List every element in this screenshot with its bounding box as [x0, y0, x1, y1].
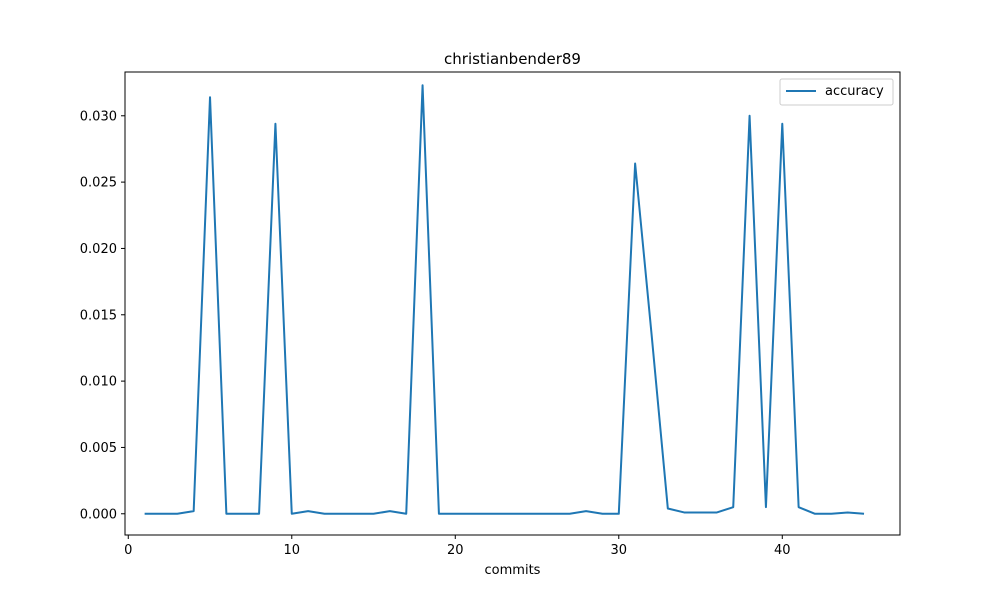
y-axis: 0.000 0.005 0.010 0.015 0.020 0.025 0.030: [80, 109, 125, 522]
x-tick-label: 40: [774, 543, 791, 558]
x-axis-label: commits: [485, 563, 541, 578]
y-tick-label: 0.005: [80, 441, 117, 456]
x-tick-label: 10: [283, 543, 300, 558]
x-tick-label: 20: [447, 543, 464, 558]
y-tick-label: 0.030: [80, 109, 117, 124]
series-layer: [144, 84, 865, 515]
series-line-accuracy: [144, 84, 865, 515]
legend-label: accuracy: [825, 84, 884, 99]
y-tick-label: 0.025: [80, 176, 117, 191]
y-tick-label: 0.010: [80, 375, 117, 390]
x-tick-label: 0: [124, 543, 132, 558]
x-axis: 0 10 20 30 40: [124, 535, 791, 558]
y-tick-label: 0.015: [80, 308, 117, 323]
plot-frame: [124, 71, 901, 536]
legend: accuracy: [779, 78, 894, 106]
legend-box: [779, 78, 894, 106]
chart-title: christianbender89: [444, 50, 581, 68]
x-tick-label: 30: [611, 543, 628, 558]
y-tick-label: 0.000: [80, 507, 117, 522]
y-tick-label: 0.020: [80, 242, 117, 257]
